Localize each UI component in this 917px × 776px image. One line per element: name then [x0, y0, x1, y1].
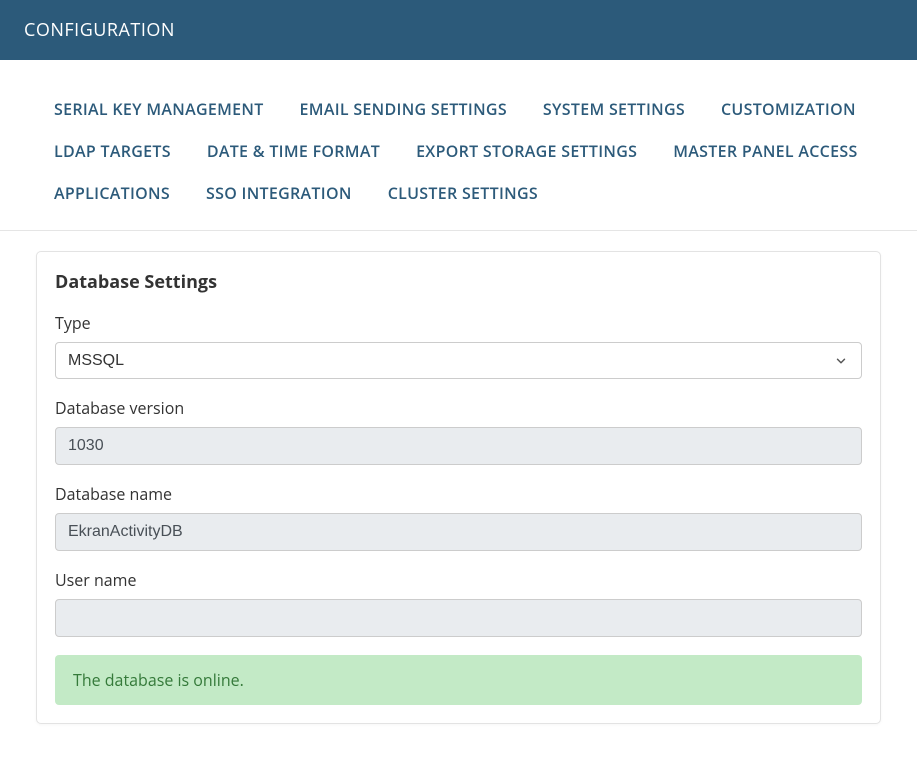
tab-label: CLUSTER SETTINGS — [388, 182, 538, 204]
field-database-version: Database version — [55, 397, 862, 465]
status-alert-online: The database is online. — [55, 655, 862, 705]
tab-export-storage-settings[interactable]: EXPORT STORAGE SETTINGS — [398, 130, 655, 172]
tab-sso-integration[interactable]: SSO INTEGRATION — [188, 172, 370, 214]
tab-label: DATE & TIME FORMAT — [207, 140, 380, 162]
field-type: Type MSSQL — [55, 312, 862, 379]
tab-label: LDAP TARGETS — [54, 140, 171, 162]
dbname-input — [55, 513, 862, 551]
page-header: CONFIGURATION — [0, 0, 917, 60]
tab-date-time-format[interactable]: DATE & TIME FORMAT — [189, 130, 398, 172]
tab-label: CUSTOMIZATION — [721, 98, 856, 120]
version-label: Database version — [55, 397, 862, 419]
card-title: Database Settings — [55, 270, 862, 294]
database-settings-card: Database Settings Type MSSQL Database ve… — [36, 251, 881, 724]
status-message: The database is online. — [73, 669, 244, 691]
tab-label: SSO INTEGRATION — [206, 182, 352, 204]
tab-label: EXPORT STORAGE SETTINGS — [416, 140, 637, 162]
username-input — [55, 599, 862, 637]
dbname-label: Database name — [55, 483, 862, 505]
tab-applications[interactable]: APPLICATIONS — [36, 172, 188, 214]
tab-label: APPLICATIONS — [54, 182, 170, 204]
field-database-name: Database name — [55, 483, 862, 551]
tab-label: EMAIL SENDING SETTINGS — [300, 98, 507, 120]
content-area: Database Settings Type MSSQL Database ve… — [0, 231, 917, 744]
version-input — [55, 427, 862, 465]
tab-label: MASTER PANEL ACCESS — [673, 140, 857, 162]
type-select[interactable]: MSSQL — [55, 342, 862, 379]
field-username: User name — [55, 569, 862, 637]
tab-system-settings[interactable]: SYSTEM SETTINGS — [525, 88, 703, 130]
tab-label: SERIAL KEY MANAGEMENT — [54, 98, 264, 120]
type-label: Type — [55, 312, 862, 334]
tab-customization[interactable]: CUSTOMIZATION — [703, 88, 874, 130]
tab-master-panel-access[interactable]: MASTER PANEL ACCESS — [655, 130, 875, 172]
tab-serial-key-management[interactable]: SERIAL KEY MANAGEMENT — [36, 88, 282, 130]
username-label: User name — [55, 569, 862, 591]
type-select-wrapper: MSSQL — [55, 342, 862, 379]
tab-label: SYSTEM SETTINGS — [543, 98, 685, 120]
tab-email-sending-settings[interactable]: EMAIL SENDING SETTINGS — [282, 88, 525, 130]
tab-cluster-settings[interactable]: CLUSTER SETTINGS — [370, 172, 556, 214]
tabs-nav: SERIAL KEY MANAGEMENT EMAIL SENDING SETT… — [0, 60, 917, 231]
page-title: CONFIGURATION — [24, 18, 175, 42]
tab-ldap-targets[interactable]: LDAP TARGETS — [36, 130, 189, 172]
